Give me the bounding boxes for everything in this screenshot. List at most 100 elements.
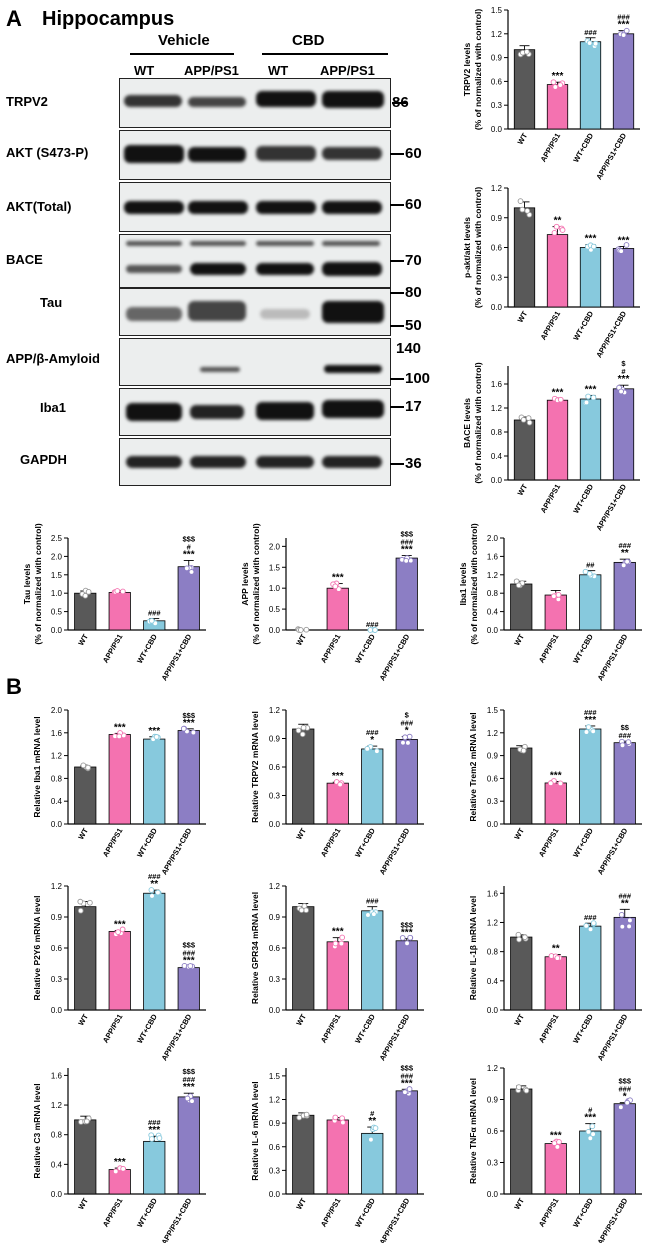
x-tick-label: WT: [76, 1196, 90, 1211]
data-point: [404, 940, 410, 947]
data-point: [303, 1111, 310, 1118]
significance-label: $$$: [618, 1077, 631, 1086]
data-point: [620, 32, 627, 38]
data-point: [517, 198, 524, 204]
y-axis-label: APP levels: [240, 562, 250, 606]
mw-marker: 36: [405, 455, 422, 472]
x-tick-label: APP/PS1+CBD: [378, 1196, 412, 1243]
region-title: Hippocampus: [42, 8, 175, 30]
x-tick-label: WT: [294, 1196, 308, 1211]
significance-label: ###: [148, 609, 161, 618]
chart-gpr34-mrna: 0.0 0.3 0.6 0.9 1.2 Relative GPR34 mRNA level…: [250, 882, 424, 1062]
data-point: [559, 227, 566, 233]
mw-tick: [390, 378, 404, 380]
data-point: [299, 731, 306, 738]
x-tick-label: APP/PS1: [101, 1197, 125, 1229]
data-point: [295, 727, 302, 734]
bar: [579, 925, 602, 1011]
x-tick-label: WT: [512, 826, 526, 841]
x-tick-label: APP/PS1+CBD: [594, 131, 628, 181]
bar: [177, 566, 200, 631]
data-point: [625, 739, 632, 745]
y-axis-label: (% of normalized with control): [33, 523, 43, 645]
y-axis-label: TRPV2 levels: [462, 43, 472, 97]
significance-label: ***: [584, 1113, 596, 1124]
bar: [326, 1119, 349, 1195]
data-point: [340, 1119, 346, 1126]
bar: [613, 916, 636, 1011]
x-tick-label: APP/PS1+CBD: [596, 1012, 630, 1062]
y-tick-label: 1.2: [487, 571, 499, 580]
blot-bace: [119, 234, 391, 288]
lane-label: WT: [134, 63, 155, 78]
blot-label-akt-p: AKT (S473-P): [6, 145, 89, 160]
data-point: [555, 592, 562, 598]
y-tick-label: 0.9: [51, 913, 63, 922]
y-axis-label: Relative IL-6 mRNA level: [250, 1081, 260, 1180]
bar: [74, 906, 97, 1011]
chart-iba1-levels: 0.0 0.4 0.8 1.2 1.6 2.0 Iba1 levels (% of norma…: [458, 523, 642, 682]
x-tick-label: APP/PS1+CBD: [160, 826, 194, 876]
y-tick-label: 1.5: [487, 706, 499, 715]
x-tick-label: WT: [512, 632, 526, 647]
y-tick-label: 0.3: [269, 975, 281, 984]
bar: [513, 207, 536, 308]
significance-label: #: [621, 367, 626, 376]
mw-tick: [390, 292, 404, 294]
x-tick-label: APP/PS1: [537, 827, 561, 859]
significance-label: ***: [114, 1157, 126, 1168]
y-tick-label: 0.0: [51, 626, 63, 635]
significance-label: ###: [400, 1071, 413, 1080]
y-tick-label: 0.6: [269, 944, 281, 953]
data-point: [85, 764, 91, 771]
blot-app: [119, 338, 391, 386]
bar: [579, 574, 602, 631]
chart-trem2-mrna: 0.0 0.3 0.6 0.9 1.2 1.5 Relative Trem2 mRNA le…: [468, 706, 642, 876]
data-point: [148, 617, 155, 624]
y-axis-label: Relative Trem2 mRNA level: [468, 712, 478, 821]
bar: [612, 388, 635, 481]
significance-label: ###: [618, 891, 631, 900]
x-tick-label: WT: [76, 1012, 90, 1027]
y-axis-label: Relative C3 mRNA level: [32, 1083, 42, 1178]
y-tick-label: 0.9: [269, 735, 281, 744]
y-tick-label: 0.0: [51, 820, 63, 829]
bar: [579, 41, 602, 130]
y-tick-label: 0.0: [491, 476, 503, 485]
data-point: [552, 84, 559, 90]
data-point: [526, 419, 533, 426]
significance-label: $: [621, 359, 626, 368]
y-axis-label: Relative Iba1 mRNA level: [32, 716, 42, 817]
y-tick-label: 0.9: [269, 1119, 281, 1128]
chart-trpv2-mrna: 0.0 0.3 0.6 0.9 1.2 Relative TRPV2 mRNA level…: [250, 706, 424, 876]
mw-marker: 100: [405, 370, 431, 387]
chart-iba1-mrna: 0.0 0.4 0.8 1.2 1.6 2.0 Relative Iba1 mRNA lev…: [32, 706, 206, 876]
bar: [361, 910, 384, 1011]
data-point: [623, 27, 630, 34]
data-point: [553, 223, 560, 230]
bar: [326, 782, 349, 825]
blot-tau: [119, 288, 391, 336]
significance-label: ##: [586, 561, 595, 570]
data-point: [592, 40, 599, 47]
y-tick-label: 0.0: [491, 125, 503, 134]
data-point: [188, 569, 195, 575]
data-point: [402, 734, 408, 741]
data-point: [590, 728, 597, 735]
data-point: [590, 394, 597, 401]
significance-label: ###: [584, 28, 597, 37]
y-axis-label: (% of normalized with control): [473, 9, 483, 131]
significance-label: **: [552, 944, 560, 955]
blot-label-trpv2: TRPV2: [6, 94, 48, 109]
data-point: [365, 912, 371, 918]
y-tick-label: 0.6: [491, 244, 503, 253]
bar: [510, 583, 533, 631]
blot-gapdh: [119, 438, 391, 486]
data-point: [519, 206, 526, 213]
significance-label: ***: [148, 1125, 160, 1136]
bar: [292, 1114, 315, 1195]
bar: [612, 248, 635, 308]
chart-app-levels: 0.0 0.5 1.0 1.5 2.0 APP levels (% of normalize…: [240, 523, 424, 682]
chart-bace-levels: 0.0 0.4 0.8 1.2 1.6 BACE levels (% of normaliz…: [462, 359, 640, 532]
bar: [361, 748, 384, 825]
